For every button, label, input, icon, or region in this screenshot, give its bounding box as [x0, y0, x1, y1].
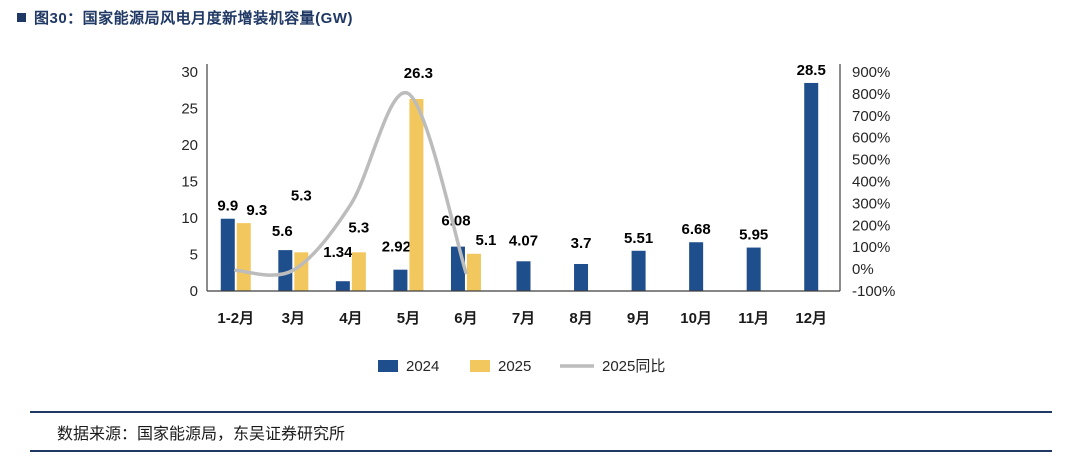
legend-label: 2025同比 [602, 358, 665, 375]
left-axis-tick-label: 5 [190, 247, 198, 264]
bar-2024 [220, 218, 235, 291]
right-axis-tick-label: 600% [852, 130, 890, 147]
left-axis-tick-label: 15 [181, 174, 198, 191]
figure-title: 图30：国家能源局风电月度新增装机容量(GW) [34, 10, 354, 27]
legend-label: 2024 [406, 358, 439, 375]
right-axis-tick-label: 800% [852, 86, 890, 103]
right-axis-tick-label: -100% [852, 283, 895, 300]
x-axis-label: 8月 [569, 310, 592, 327]
bar-2024 [335, 281, 350, 291]
right-axis-tick-label: 700% [852, 108, 890, 125]
bar-value-label: 5.95 [739, 227, 768, 244]
data-source-note: 数据来源：国家能源局，东吴证券研究所 [57, 426, 346, 443]
bar-value-label: 5.3 [291, 187, 312, 204]
footer-divider-bottom [30, 450, 1052, 452]
bar-value-label: 2.92 [382, 239, 411, 256]
legend-color-swatch [378, 360, 398, 372]
right-axis-tick-label: 500% [852, 152, 890, 169]
bar-value-label: 6.68 [682, 221, 711, 238]
bar-value-label: 4.07 [509, 232, 538, 249]
bar-2024 [746, 247, 761, 291]
x-axis-label: 11月 [738, 310, 769, 327]
bar-2024 [689, 242, 704, 291]
bar-2024 [574, 263, 589, 291]
x-axis-label: 1-2月 [217, 310, 254, 327]
figure-title-row: 图30：国家能源局风电月度新增装机容量(GW) [17, 7, 353, 28]
bar-2024 [804, 82, 819, 291]
x-axis-label: 7月 [512, 310, 535, 327]
x-axis-label: 12月 [795, 310, 827, 327]
bar-value-label: 5.3 [348, 219, 369, 236]
bar-2024 [450, 246, 465, 291]
bar-value-label: 9.3 [246, 202, 267, 219]
bar-2025 [294, 252, 309, 291]
bar-value-label: 5.51 [624, 230, 653, 247]
bar-value-label: 1.34 [323, 244, 353, 261]
right-axis-tick-label: 900% [852, 64, 890, 81]
left-axis-tick-label: 30 [181, 64, 198, 81]
bar-value-label: 3.7 [571, 235, 592, 252]
left-axis-tick-label: 0 [190, 283, 198, 300]
bar-2025 [409, 99, 424, 291]
right-axis-tick-label: 400% [852, 174, 890, 191]
left-axis-tick-label: 20 [181, 137, 198, 154]
x-axis-label: 10月 [680, 310, 712, 327]
line-2025同比 [234, 91, 468, 277]
x-axis-label: 3月 [282, 310, 305, 327]
bar-2025 [236, 223, 251, 291]
bar-2025 [466, 253, 481, 291]
legend-color-swatch [470, 360, 490, 372]
right-axis-tick-label: 100% [852, 239, 890, 256]
x-axis-label: 4月 [339, 310, 362, 327]
bar-value-label: 26.3 [404, 65, 433, 82]
x-axis-label: 6月 [454, 310, 477, 327]
bar-2024 [631, 250, 646, 291]
x-axis-label: 9月 [627, 310, 650, 327]
right-axis-tick-label: 0% [852, 261, 874, 278]
bar-2024 [278, 250, 293, 291]
x-axis-label: 5月 [397, 310, 420, 327]
left-axis-tick-label: 10 [181, 210, 198, 227]
right-axis-tick-label: 300% [852, 195, 890, 212]
legend-label: 2025 [498, 358, 531, 375]
bar-2025 [351, 252, 366, 291]
left-axis-tick-label: 25 [181, 101, 198, 118]
bar-value-label: 5.6 [272, 223, 293, 240]
bar-value-label: 5.1 [476, 232, 497, 249]
bar-value-label: 9.9 [217, 198, 238, 215]
bar-value-label: 6.08 [441, 213, 470, 230]
bar-2024 [516, 261, 531, 291]
bar-value-label: 28.5 [797, 62, 826, 79]
footer-divider-top [30, 411, 1052, 413]
bar-2024 [393, 269, 408, 291]
right-axis-tick-label: 200% [852, 217, 890, 234]
title-bullet-square-icon [17, 13, 26, 22]
